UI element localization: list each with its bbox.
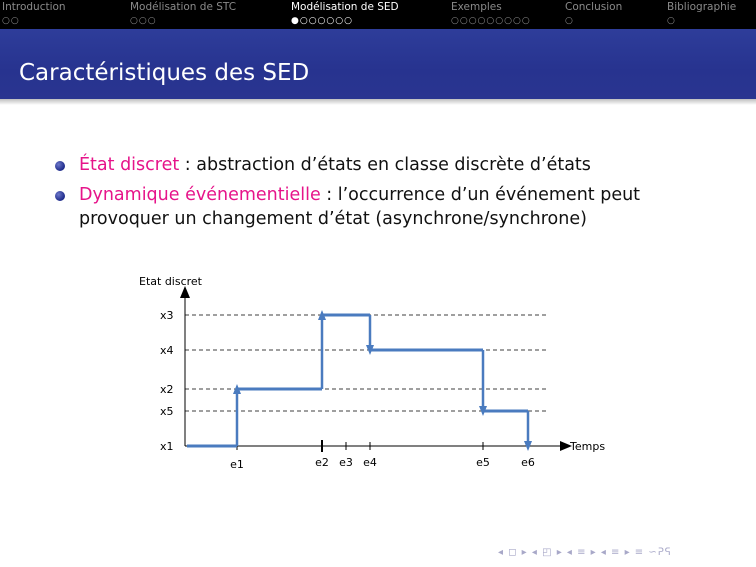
bullet-icon	[55, 191, 65, 201]
nav-section-conclusion[interactable]: Conclusion	[565, 1, 623, 13]
bullet-text: : l’occurrence d’un événement peut provo…	[79, 185, 641, 229]
y-tick-label-x4: x4	[160, 344, 174, 357]
frame-title-bar	[0, 29, 756, 105]
event-label-e3: e3	[339, 456, 353, 469]
y-tick-label-x5: x5	[160, 405, 174, 418]
section-navigation-bar: Introduction ○○ Modélisation de STC ○○○ …	[0, 0, 756, 29]
nav-section-introduction[interactable]: Introduction	[2, 1, 66, 13]
bullet-term: Dynamique événementielle	[79, 185, 321, 205]
y-axis-label: Etat discret	[139, 275, 203, 288]
nav-dots-exemples[interactable]: ○○○○○○○○○	[451, 16, 531, 26]
y-tick-label-x2: x2	[160, 383, 174, 396]
nav-dots-introduction[interactable]: ○○	[2, 16, 20, 26]
event-label-e5: e5	[476, 456, 490, 469]
frame-title: Caractéristiques des SED	[19, 60, 310, 86]
y-tick-label-x1: x1	[160, 440, 174, 453]
event-label-e4: e4	[363, 456, 377, 469]
bullet-icon	[55, 161, 65, 171]
nav-section-exemples[interactable]: Exemples	[451, 1, 502, 13]
nav-dots-modelisation-stc[interactable]: ○○○	[130, 16, 157, 26]
nav-dots-conclusion[interactable]: ○	[565, 16, 574, 26]
x-axis-label: Temps	[569, 440, 605, 453]
bullet-text: : abstraction d’états en classe discrète…	[179, 155, 591, 175]
beamer-navigation-symbols[interactable]: ◂ ◻ ▸ ◂ ◰ ▸ ◂ ≡ ▸ ◂ ≡ ▸ ≡ ∽ᕈᕋ	[498, 547, 672, 558]
nav-dots-modelisation-sed[interactable]: ●○○○○○○	[291, 16, 353, 26]
event-label-e1: e1	[230, 458, 244, 471]
bullet-term: État discret	[79, 155, 180, 175]
bullet-item: Dynamique événementielle : l’occurrence …	[55, 183, 715, 231]
event-label-e2: e2	[315, 456, 329, 469]
title-bar-shadow	[0, 99, 756, 105]
y-tick-label-x3: x3	[160, 309, 174, 322]
bullet-item: État discret : abstraction d’états en cl…	[55, 153, 715, 177]
bullet-list: État discret : abstraction d’états en cl…	[55, 153, 715, 237]
nav-section-modelisation-sed[interactable]: Modélisation de SED	[291, 1, 399, 13]
nav-section-modelisation-stc[interactable]: Modélisation de STC	[130, 1, 237, 13]
nav-dots-bibliographie[interactable]: ○	[667, 16, 676, 26]
event-label-e6: e6	[521, 456, 535, 469]
nav-section-bibliographie[interactable]: Bibliographie	[667, 1, 737, 13]
